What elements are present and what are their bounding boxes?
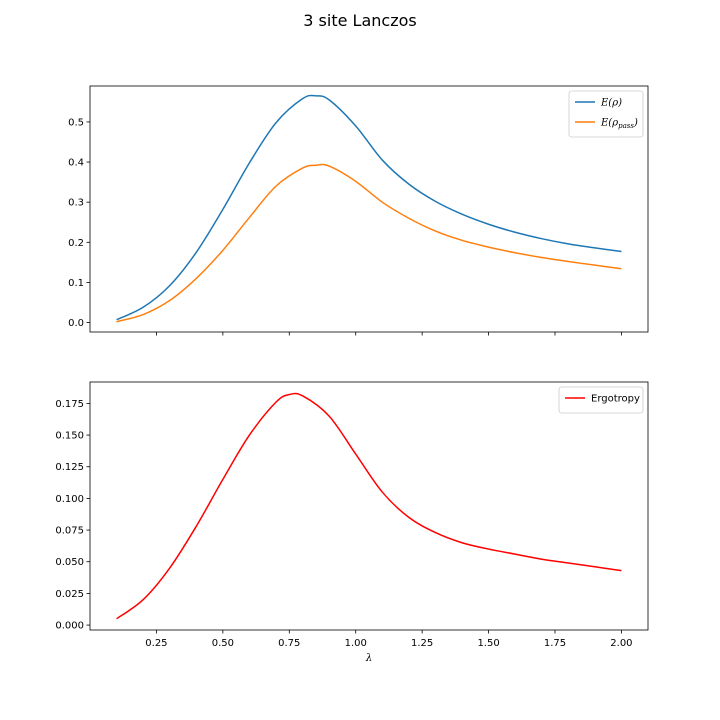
bottom-x-tick-label: 1.50 bbox=[477, 638, 499, 649]
bottom-x-tick-label: 0.25 bbox=[145, 638, 167, 649]
bottom-y-tick-label: 0.050 bbox=[55, 557, 84, 568]
bottom-x-tick-label: 2.00 bbox=[610, 638, 632, 649]
bottom-x-tick-label: 1.25 bbox=[411, 638, 433, 649]
bottom-legend: Ergotropy bbox=[558, 386, 644, 414]
top-y-tick-label: 0.1 bbox=[68, 278, 84, 289]
top-y-tick-label: 0.5 bbox=[68, 117, 84, 128]
top-axes-frame bbox=[89, 85, 649, 333]
bottom-x-tick-label: 0.75 bbox=[278, 638, 300, 649]
bottom-x-axis-label: λ bbox=[365, 653, 372, 664]
bottom-y-tick-label: 0.175 bbox=[55, 399, 84, 410]
top-y-tick-label: 0.0 bbox=[68, 318, 84, 329]
bottom-x-tick-label: 1.00 bbox=[345, 638, 367, 649]
top-series-line-1 bbox=[116, 94, 622, 321]
bottom-y-tick-label: 0.150 bbox=[55, 431, 84, 442]
bottom-y-tick-label: 0.100 bbox=[55, 494, 84, 505]
bottom-legend-label: Ergotropy bbox=[591, 394, 640, 405]
top-legend-label: E(ρpass) bbox=[600, 118, 638, 131]
bottom-legend-box bbox=[558, 386, 644, 414]
top-y-tick-label: 0.4 bbox=[68, 158, 84, 169]
bottom-axes-frame bbox=[89, 381, 649, 631]
bottom-x-tick-label: 1.75 bbox=[544, 638, 566, 649]
figure-title: 3 site Lanczos bbox=[303, 11, 416, 30]
bottom-series-line-1 bbox=[116, 392, 622, 620]
bottom-plot: 0.000 0.025 0.050 0.075 0.100 0.125 0.150 0.175… bbox=[55, 381, 649, 664]
bottom-y-tick-label: 0.000 bbox=[55, 621, 84, 632]
top-legend: E(ρ) E(ρpass) bbox=[568, 90, 644, 138]
bottom-y-tick-label: 0.025 bbox=[55, 589, 84, 600]
top-series-line-2 bbox=[116, 163, 622, 323]
top-y-tick-label: 0.3 bbox=[68, 198, 84, 209]
bottom-x-tick-label: 0.50 bbox=[212, 638, 234, 649]
top-plot: 0.0 0.1 0.2 0.3 0.4 0.5 E(ρ) E(ρpass) bbox=[68, 85, 649, 336]
bottom-y-tick-label: 0.125 bbox=[55, 462, 84, 473]
top-y-tick-label: 0.2 bbox=[68, 238, 84, 249]
top-legend-label: E(ρ) bbox=[600, 98, 622, 109]
bottom-y-tick-label: 0.075 bbox=[55, 526, 84, 537]
